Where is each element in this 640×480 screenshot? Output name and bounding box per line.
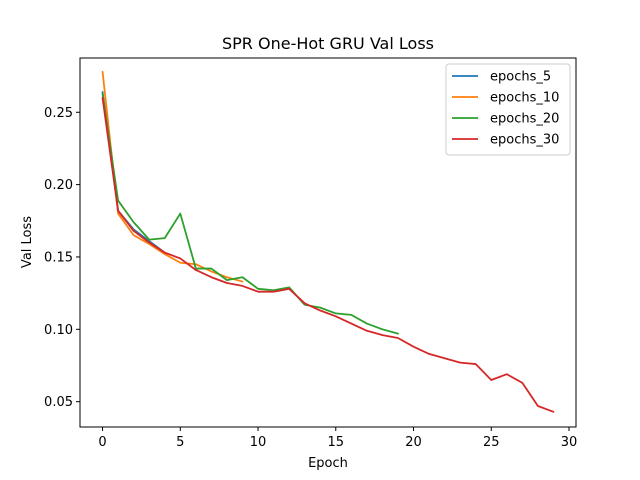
legend-label-epochs-5: epochs_5: [490, 70, 551, 85]
series-group: [101, 70, 555, 413]
y-tick-label: 0.15: [44, 250, 73, 265]
x-tick-label: 15: [328, 435, 345, 450]
x-tick-label: 20: [405, 435, 422, 450]
legend-label-epochs-20: epochs_20: [490, 112, 559, 127]
chart-title: SPR One-Hot GRU Val Loss: [222, 34, 434, 53]
x-axis-ticks: 0 5 10 15 20 25 30: [98, 427, 577, 450]
y-axis-label: Val Loss: [20, 216, 35, 268]
x-tick-label: 10: [250, 435, 267, 450]
plot-frame: [79, 57, 577, 428]
x-tick-label: 5: [176, 435, 184, 450]
y-tick-label: 0.10: [44, 323, 73, 338]
y-axis-ticks: 0.05 0.10 0.15 0.20 0.25: [44, 106, 80, 410]
x-tick-label: 0: [98, 435, 106, 450]
y-tick-label: 0.05: [44, 395, 73, 410]
legend-box: [445, 63, 571, 156]
series-line-epochs-5: [101, 91, 166, 254]
legend-label-epochs-30: epochs_30: [490, 133, 559, 148]
y-tick-label: 0.25: [44, 106, 73, 121]
series-line-epochs-10: [101, 70, 244, 283]
plot-area: [79, 57, 577, 428]
legend: epochs_5 epochs_10 epochs_20 epochs_30: [445, 63, 571, 156]
legend-label-epochs-10: epochs_10: [490, 91, 559, 106]
y-tick-label: 0.20: [44, 178, 73, 193]
series-line-epochs-30: [101, 96, 555, 413]
x-tick-label: 30: [561, 435, 578, 450]
x-axis-label: Epoch: [308, 456, 348, 471]
series-line-epochs-20: [101, 92, 399, 335]
x-tick-label: 25: [483, 435, 500, 450]
